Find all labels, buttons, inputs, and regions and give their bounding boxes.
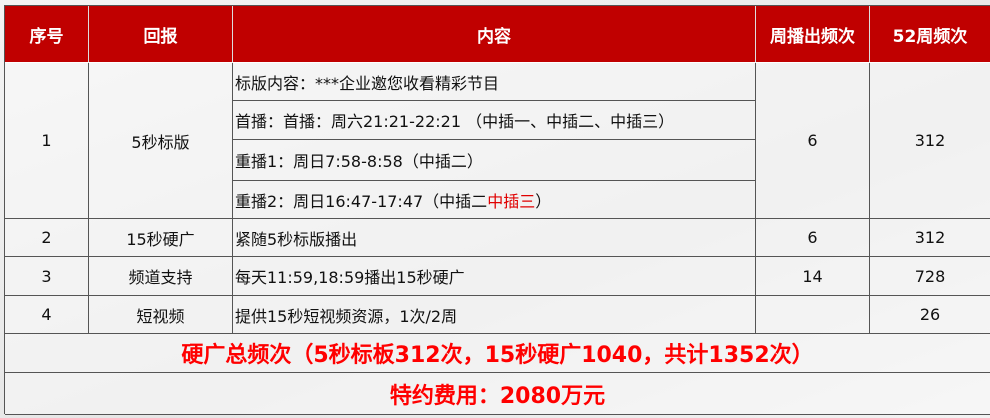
row2-content: 紧随5秒标版播出: [233, 219, 756, 257]
row3-weekly: 14: [756, 257, 870, 296]
summary-row: 硬广总频次（5秒标板312次，15秒硬广1040，共计1352次）: [5, 334, 990, 373]
row1-content-4: 重播2：周日16:47-17:47（中插二 中插三）: [233, 181, 756, 219]
rebroadcast2-text: 重播2：周日16:47-17:47（中插二: [235, 191, 488, 211]
row4-item: 短视频: [89, 296, 233, 334]
row4-weekly: [756, 296, 870, 334]
row3-no: 3: [5, 257, 89, 296]
row1-content-1: 标版内容：***企业邀您收看精彩节目: [233, 63, 756, 101]
row4-total: 26: [870, 296, 990, 334]
header-item: 回报: [89, 6, 233, 63]
row4-no: 4: [5, 296, 89, 334]
row2-item: 15秒硬广: [89, 219, 233, 257]
header-no: 序号: [5, 6, 89, 63]
header-content: 内容: [233, 6, 756, 63]
row3-content: 每天11:59,18:59播出15秒硬广: [233, 257, 756, 296]
highlight-text: 中插三: [487, 191, 536, 211]
row3-total: 728: [870, 257, 990, 296]
row2-weekly: 6: [756, 219, 870, 257]
row2-no: 2: [5, 219, 89, 257]
closing-paren: ）: [535, 191, 552, 211]
row4-content: 提供15秒短视频资源，1次/2周: [233, 296, 756, 334]
schedule-table: 序号 回报 内容 周播出频次 52周频次 1 5秒标版 标版内容：***企业邀您…: [4, 5, 990, 415]
row1-content-3: 重播1：周日7:58-8:58（中插二）: [233, 140, 756, 181]
row1-item: 5秒标版: [89, 63, 233, 219]
row1-content-2: 首播：首播：周六21:21-22:21 （中插一、中插二、中插三）: [233, 101, 756, 140]
header-52weeks: 52周频次: [870, 6, 990, 63]
header-weekly: 周播出频次: [756, 6, 870, 63]
row1-total: 312: [870, 63, 990, 219]
row2-total: 312: [870, 219, 990, 257]
row3-item: 频道支持: [89, 257, 233, 296]
row1-weekly: 6: [756, 63, 870, 219]
row1-no: 1: [5, 63, 89, 219]
fee-row: 特约费用：2080万元: [5, 373, 990, 415]
